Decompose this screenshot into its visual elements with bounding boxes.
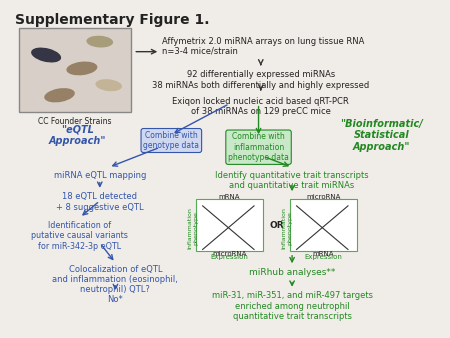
Text: microRNA: microRNA [212, 251, 247, 257]
Text: miRhub analyses**: miRhub analyses** [249, 268, 335, 277]
Text: "eQTL
Approach": "eQTL Approach" [49, 125, 106, 146]
Text: mRNA: mRNA [313, 251, 334, 257]
Text: OR: OR [269, 221, 284, 231]
Text: Affymetrix 2.0 miRNA arrays on lung tissue RNA
n=3-4 mice/strain: Affymetrix 2.0 miRNA arrays on lung tiss… [162, 37, 365, 56]
Text: Colocalization of eQTL
and inflammation (eosinophil,
neutrophil) QTL?: Colocalization of eQTL and inflammation … [53, 265, 178, 294]
Text: Supplementary Figure 1.: Supplementary Figure 1. [15, 13, 209, 27]
Text: Exiqon locked nucleic acid based qRT-PCR
of 38 miRNAs on 129 preCC mice: Exiqon locked nucleic acid based qRT-PCR… [172, 97, 349, 116]
Text: miR-31, miR-351, and miR-497 targets
enriched among neutrophil
quantitative trai: miR-31, miR-351, and miR-497 targets enr… [212, 291, 373, 321]
Text: Combine with
inflammation
phenotype data: Combine with inflammation phenotype data [228, 132, 289, 162]
Ellipse shape [44, 88, 75, 102]
Text: Inflammation
phenotype: Inflammation phenotype [281, 207, 292, 249]
Text: Expression: Expression [211, 255, 248, 261]
Ellipse shape [95, 79, 122, 91]
Text: No*: No* [108, 295, 123, 304]
Text: "Bioinformatic/
Statistical
Approach": "Bioinformatic/ Statistical Approach" [340, 119, 423, 152]
Text: Identify quantitative trait transcripts
and quantitative trait miRNAs: Identify quantitative trait transcripts … [215, 171, 369, 190]
Text: Expression: Expression [305, 255, 342, 261]
Text: 92 differentially expressed miRNAs
38 miRNAs both differentially and highly expr: 92 differentially expressed miRNAs 38 mi… [152, 70, 369, 90]
Text: Identification of
putative causal variants
for miR-342-3p eQTL: Identification of putative causal varian… [31, 221, 128, 251]
Text: 18 eQTL detected
+ 8 suggestive eQTL: 18 eQTL detected + 8 suggestive eQTL [56, 192, 144, 212]
Ellipse shape [86, 36, 113, 48]
Text: microRNA: microRNA [306, 194, 341, 200]
Text: mRNA: mRNA [219, 194, 240, 200]
Text: Inflammation
phenotype: Inflammation phenotype [187, 207, 198, 249]
Text: CC Founder Strains: CC Founder Strains [38, 117, 112, 126]
Bar [196, 199, 263, 251]
Text: Combine with
genotype data: Combine with genotype data [144, 131, 199, 150]
Ellipse shape [67, 62, 97, 75]
Ellipse shape [31, 48, 61, 63]
Text: miRNA eQTL mapping: miRNA eQTL mapping [54, 171, 146, 180]
Bar [290, 199, 357, 251]
Bar [19, 28, 131, 112]
